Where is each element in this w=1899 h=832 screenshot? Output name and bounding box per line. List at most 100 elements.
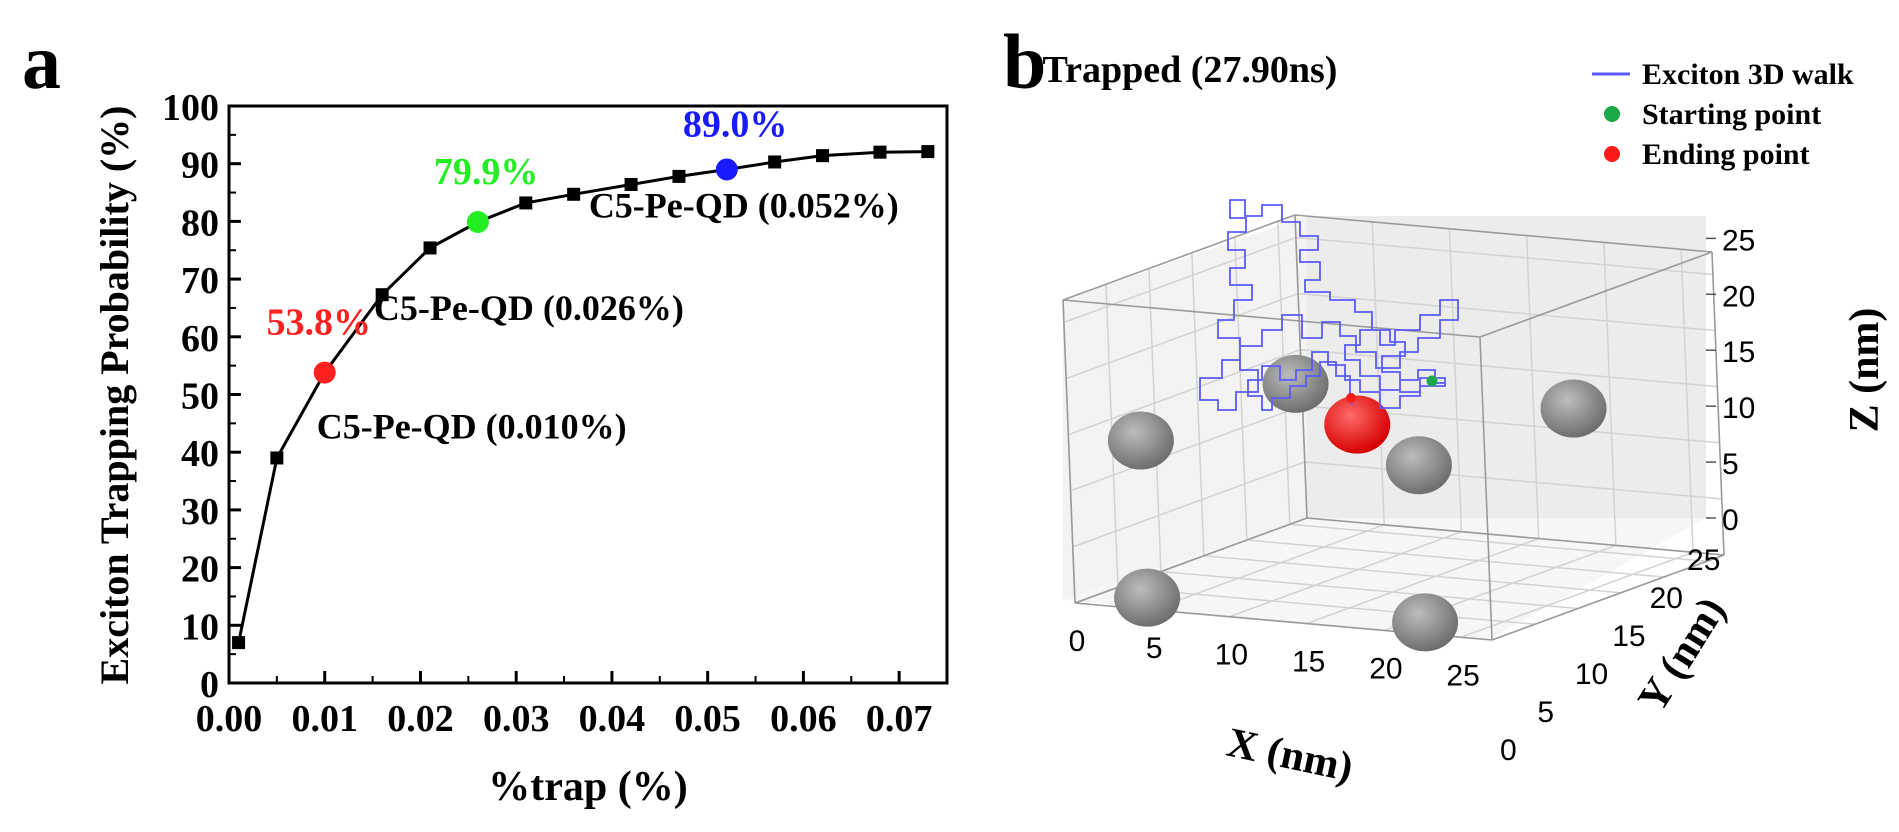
legend-dot-marker <box>1604 146 1620 162</box>
data-point <box>873 145 887 159</box>
quantum-dot <box>1107 411 1174 470</box>
x-tick-label: 0.00 <box>196 698 263 740</box>
grid-line <box>1300 348 1718 388</box>
data-point <box>624 177 638 191</box>
z-tick-label: 25 <box>1722 224 1755 257</box>
y-tick-label: 0 <box>1500 734 1517 767</box>
x-tick-label: 20 <box>1369 652 1402 685</box>
highlight-value-label: 53.8% <box>266 302 371 344</box>
highlight-sample-label: C5-Pe-QD (0.026%) <box>374 288 684 328</box>
data-point <box>232 636 246 650</box>
z-axis-label: Z (nm) <box>1842 308 1888 433</box>
data-point <box>672 169 686 183</box>
x-tick-label: 0.05 <box>674 698 741 740</box>
back-wall <box>1307 216 1706 518</box>
z-tick-label: 5 <box>1722 448 1739 481</box>
x-tick-label: 0.06 <box>770 698 837 740</box>
y-tick-label: 10 <box>1575 658 1608 691</box>
legend-label: Ending point <box>1642 138 1810 171</box>
z-tick-label: 10 <box>1722 392 1755 425</box>
grid-line <box>1289 523 1707 563</box>
x-tick-label: 0.03 <box>483 698 550 740</box>
grid-line <box>1295 236 1713 276</box>
ending-point-marker <box>1346 393 1356 403</box>
x-tick-label: 0 <box>1069 625 1086 658</box>
y-tick-label: 20 <box>1650 582 1683 615</box>
grid-line <box>1229 530 1462 618</box>
box-edge <box>1479 251 1713 338</box>
y-tick-label: 40 <box>181 433 219 475</box>
y-tick-label: 5 <box>1537 696 1554 729</box>
box-edge <box>1074 517 1308 604</box>
y-tick-label: 15 <box>1612 620 1645 653</box>
x-tick-label: 0.01 <box>291 698 358 740</box>
legend-label: Exciton 3D walk <box>1642 58 1854 91</box>
panel-label-a: a <box>22 18 61 105</box>
chart-title: Trapped (27.90ns) <box>1043 49 1338 91</box>
grid-line <box>1448 228 1463 532</box>
box-edge <box>1491 554 1725 641</box>
y-tick-label: 30 <box>181 491 219 533</box>
x-tick-label: 0.02 <box>387 698 454 740</box>
data-point <box>423 241 437 255</box>
box-edge <box>1479 336 1493 641</box>
data-point <box>567 187 581 201</box>
y-axis-label: Exciton Trapping Probability (%) <box>92 106 137 685</box>
x-tick-label: 5 <box>1146 632 1163 665</box>
grid-line <box>1160 570 1578 610</box>
grid-line <box>1371 221 1385 525</box>
highlight-point <box>715 158 738 181</box>
data-point <box>921 145 935 159</box>
data-point <box>519 196 533 210</box>
grid-line <box>1298 292 1716 332</box>
legend-dot-marker <box>1604 106 1620 122</box>
y-tick-label: 90 <box>181 145 219 187</box>
grid-line <box>1068 348 1301 436</box>
quantum-dot <box>1392 593 1459 652</box>
highlight-sample-label: C5-Pe-QD (0.010%) <box>317 407 627 447</box>
highlight-sample-label: C5-Pe-QD (0.052%) <box>589 185 899 225</box>
data-point <box>375 288 389 302</box>
grid-line <box>1234 237 1248 541</box>
grid-line <box>1070 405 1303 492</box>
grid-line <box>1460 551 1694 638</box>
y-tick-label: 25 <box>1687 544 1720 577</box>
data-point <box>816 149 830 163</box>
grid-line <box>1203 555 1621 594</box>
box-edge <box>1711 251 1725 556</box>
y-tick-label: 50 <box>181 376 219 418</box>
starting-point-marker <box>1426 375 1438 387</box>
exciton-walk-path <box>1199 199 1459 411</box>
trapping-quantum-dot <box>1324 395 1391 454</box>
grid-line <box>1151 524 1385 611</box>
grid-line <box>1072 461 1306 548</box>
y-tick-label: 20 <box>181 549 219 591</box>
y-tick-label: 10 <box>181 606 219 648</box>
data-point <box>768 155 782 169</box>
grid-line <box>1246 539 1664 578</box>
x-tick-label: 15 <box>1292 646 1325 679</box>
highlight-point <box>466 210 489 233</box>
legend: Exciton 3D walk Starting point Ending poin… <box>1592 58 1854 171</box>
x-tick-label: 0.07 <box>866 698 933 740</box>
grid-line <box>1191 252 1205 556</box>
y-tick-label: 60 <box>181 318 219 360</box>
grid-line <box>1603 242 1617 546</box>
panel-label-b: b <box>1003 18 1046 105</box>
y-tick-label: 0 <box>200 664 219 706</box>
grid-line <box>1065 292 1299 380</box>
quantum-dot <box>1114 568 1181 627</box>
box-edge <box>1294 214 1713 253</box>
legend-label: Starting point <box>1642 98 1821 131</box>
z-tick-label: 0 <box>1722 504 1739 537</box>
highlight-point <box>313 361 336 384</box>
grid-line <box>1680 249 1694 553</box>
grid-line <box>1525 235 1540 539</box>
x-tick-label: 25 <box>1446 659 1479 692</box>
y-tick-label: 70 <box>181 260 219 302</box>
panel-a-chart: 0 10 20 30 40 50 60 70 80 90 100 0.00 0.01 0.02 0.03 0… <box>92 87 949 810</box>
x-tick-label: 10 <box>1215 639 1248 672</box>
x-axis-label: X (nm) <box>1223 720 1357 791</box>
